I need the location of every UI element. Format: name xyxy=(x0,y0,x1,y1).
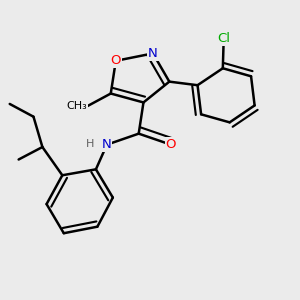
Text: Cl: Cl xyxy=(217,32,230,45)
Text: O: O xyxy=(166,138,176,151)
Text: H: H xyxy=(85,139,94,149)
Text: N: N xyxy=(148,47,158,60)
Text: O: O xyxy=(111,54,121,67)
Text: N: N xyxy=(102,138,112,151)
Text: CH₃: CH₃ xyxy=(67,101,88,111)
